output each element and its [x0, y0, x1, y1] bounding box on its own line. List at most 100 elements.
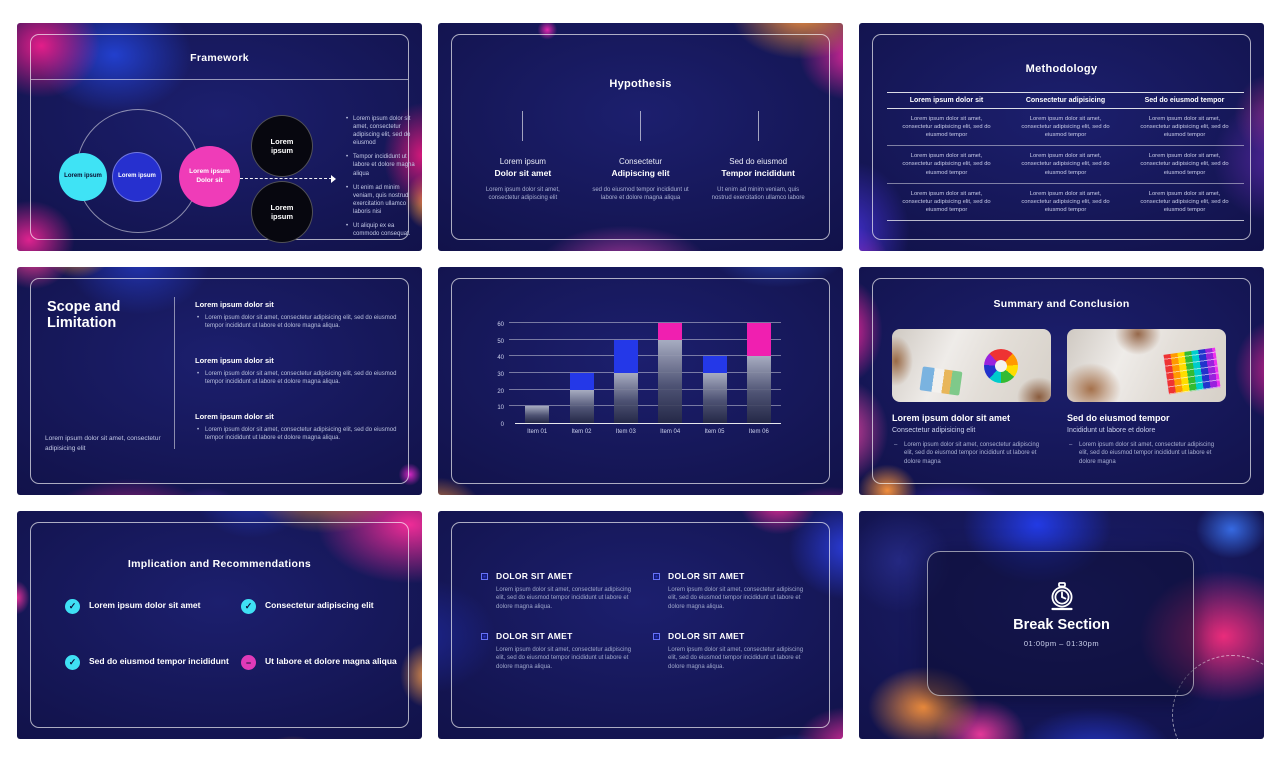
bullet-item: Lorem ipsum dolor sit amet, consectetur …: [345, 115, 417, 147]
block-heading: DOLOR SIT AMET: [668, 631, 745, 641]
block-heading: DOLOR SIT AMET: [496, 571, 573, 581]
slide-implication-recommendations[interactable]: Implication and Recommendations ✓ Lorem …: [17, 511, 422, 739]
break-time: 01:00pm – 01:30pm: [1023, 639, 1100, 648]
check-icon: ✓: [241, 599, 256, 614]
slide-title: Framework: [190, 52, 249, 64]
slide-summary-conclusion[interactable]: Summary and Conclusion Lorem ipsum dolor…: [859, 267, 1264, 495]
card-bullet: Lorem ipsum dolor sit amet, consectetur …: [892, 441, 1042, 466]
table-row: Lorem ipsum dolor sit amet, consectetur …: [887, 146, 1244, 184]
slide-title: Hypothesis: [609, 78, 672, 90]
card-subheading: Incididunt ut labore et dolore: [1067, 427, 1156, 434]
table-row: Lorem ipsum dolor sit amet, consectetur …: [887, 109, 1244, 147]
glass-card: [927, 551, 1194, 696]
photo-detail: [919, 366, 963, 396]
column-line1: Consectetur: [618, 157, 663, 166]
hypothesis-column: Sed do eiusmod Tempor incididunt Ut enim…: [699, 111, 817, 203]
slide-hypothesis[interactable]: Hypothesis Lorem ipsum Dolor sit amet Lo…: [438, 23, 843, 251]
content-block: DOLOR SIT AMET Lorem ipsum dolor sit ame…: [481, 571, 639, 611]
block-heading: DOLOR SIT AMET: [668, 571, 745, 581]
block-body: Lorem ipsum dolor sit amet, consectetur …: [496, 647, 632, 670]
table-header: Consectetur adipisicing: [1025, 97, 1106, 104]
dashed-arrow: [240, 178, 332, 179]
hypothesis-column: Lorem ipsum Dolor sit amet Lorem ipsum d…: [464, 111, 582, 203]
section-bullet: Lorem ipsum dolor sit amet, consectetur …: [195, 426, 407, 443]
recommendation-item: − Ut labore et dolore magna aliqua: [241, 655, 406, 670]
scope-section: Lorem ipsum dolor sit Lorem ipsum dolor …: [195, 300, 407, 331]
footer-text: Lorem ipsum dolor sit amet, consectetur …: [45, 435, 161, 452]
recommendation-item: ✓ Sed do eiusmod tempor incididunt: [65, 655, 230, 670]
chart-bar: [613, 339, 638, 423]
slide-inner-frame: [30, 522, 409, 728]
square-bullet-icon: [653, 632, 660, 640]
hypothesis-columns: Lorem ipsum Dolor sit amet Lorem ipsum d…: [464, 111, 817, 203]
column-body: Ut enim ad minim veniam, quis nostrud ex…: [711, 187, 805, 202]
item-label: Ut labore et dolore magna aliqua: [265, 656, 397, 666]
bullet-item: Tempor incididunt ut labore et dolore ma…: [345, 153, 417, 177]
table-cell: Lorem ipsum dolor sit amet, consectetur …: [902, 153, 991, 176]
tick-line: [522, 111, 524, 141]
slide-bar-chart[interactable]: 0 10 20 30 40 50 60 Item 01 Item 02 Item 03 Item …: [438, 267, 843, 495]
slide-title: Scope and Limitation: [47, 299, 121, 331]
photo-detail: [1067, 363, 1121, 402]
check-icon: ✓: [65, 655, 80, 670]
photo-swatch-workspace: [1067, 329, 1226, 402]
section-bullet: Lorem ipsum dolor sit amet, consectetur …: [195, 314, 407, 331]
slide-title: Methodology: [1025, 63, 1098, 75]
slide-scope-limitation[interactable]: Scope and Limitation Lorem ipsum dolor s…: [17, 267, 422, 495]
title-separator: [31, 79, 408, 80]
bullet-item: Ut enim ad minim veniam, quis nostrud ex…: [345, 184, 417, 216]
vertical-divider: [174, 297, 175, 449]
table-row: Lorem ipsum dolor sit amet, consectetur …: [887, 184, 1244, 221]
slide-dolor-blocks[interactable]: DOLOR SIT AMET Lorem ipsum dolor sit ame…: [438, 511, 843, 739]
chart-bar: [702, 356, 727, 423]
scope-section: Lorem ipsum dolor sit Lorem ipsum dolor …: [195, 356, 407, 387]
slide-title: Summary and Conclusion: [993, 298, 1130, 310]
table-cell: Lorem ipsum dolor sit amet, consectetur …: [1140, 153, 1229, 176]
item-label: Consectetur adipiscing elit: [265, 600, 374, 610]
section-heading: Lorem ipsum dolor sit: [195, 411, 274, 421]
square-bullet-icon: [481, 632, 488, 640]
block-body: Lorem ipsum dolor sit amet, consectetur …: [668, 587, 804, 610]
diagram-circle-black: Lorem ipsum: [251, 181, 313, 243]
diagram-circle-black: Lorem ipsum: [251, 115, 313, 177]
chart-x-axis: Item 01 Item 02 Item 03 Item 04 Item 05 Item …: [527, 429, 769, 435]
diagram-circle-blue: Lorem ipsum: [112, 152, 162, 202]
check-icon: ✓: [65, 599, 80, 614]
table-cell: Lorem ipsum dolor sit amet, consectetur …: [902, 190, 991, 213]
table-cell: Lorem ipsum dolor sit amet, consectetur …: [1021, 190, 1110, 213]
stopwatch-icon: [859, 581, 1264, 613]
photo-detail: [1016, 376, 1051, 402]
column-body: Lorem ipsum dolor sit amet, consectetur …: [485, 187, 560, 202]
table-cell: Lorem ipsum dolor sit amet, consectetur …: [902, 116, 991, 139]
table-cell: Lorem ipsum dolor sit amet, consectetur …: [1021, 116, 1110, 139]
photo-color-wheel-workspace: [892, 329, 1051, 402]
table-header: Lorem ipsum dolor sit: [909, 97, 984, 104]
color-swatch-grid: [1163, 347, 1221, 395]
chart-bar: [658, 323, 683, 423]
diagram-circle-cyan: Lorem ipsum: [59, 153, 107, 201]
card-heading: Lorem ipsum dolor sit amet: [892, 413, 1011, 423]
chart-bar: [525, 406, 550, 423]
slide-break-section[interactable]: Break Section 01:00pm – 01:30pm: [859, 511, 1264, 739]
item-label: Sed do eiusmod tempor incididunt: [89, 656, 229, 666]
chart-bar: [746, 323, 771, 423]
table-cell: Lorem ipsum dolor sit amet, consectetur …: [1140, 190, 1229, 213]
summary-card: Sed do eiusmod tempor Incididunt ut labo…: [1067, 413, 1229, 466]
column-line2: Tempor incididunt: [721, 168, 795, 178]
methodology-table: Lorem ipsum dolor sit Consectetur adipis…: [887, 92, 1244, 221]
column-line1: Sed do eiusmod: [729, 157, 788, 166]
table-header: Sed do eiusmod tempor: [1144, 97, 1225, 104]
color-wheel: [984, 349, 1019, 384]
slide-framework[interactable]: Framework Lorem ipsum Lorem ipsum Lorem …: [17, 23, 422, 251]
diagram-circle-magenta: Lorem ipsum Dolor sit: [179, 146, 240, 207]
column-body: sed do eiusmod tempor incididunt ut labo…: [592, 187, 689, 202]
content-block: DOLOR SIT AMET Lorem ipsum dolor sit ame…: [653, 571, 811, 611]
minus-icon: −: [241, 655, 256, 670]
section-heading: Lorem ipsum dolor sit: [195, 300, 274, 309]
tick-line: [757, 111, 759, 141]
card-bullet: Lorem ipsum dolor sit amet, consectetur …: [1067, 441, 1217, 466]
item-label: Lorem ipsum dolor sit amet: [89, 600, 201, 610]
arrowhead-icon: [331, 175, 336, 183]
summary-card: Lorem ipsum dolor sit amet Consectetur a…: [892, 413, 1054, 466]
slide-methodology[interactable]: Methodology Lorem ipsum dolor sit Consec…: [859, 23, 1264, 251]
